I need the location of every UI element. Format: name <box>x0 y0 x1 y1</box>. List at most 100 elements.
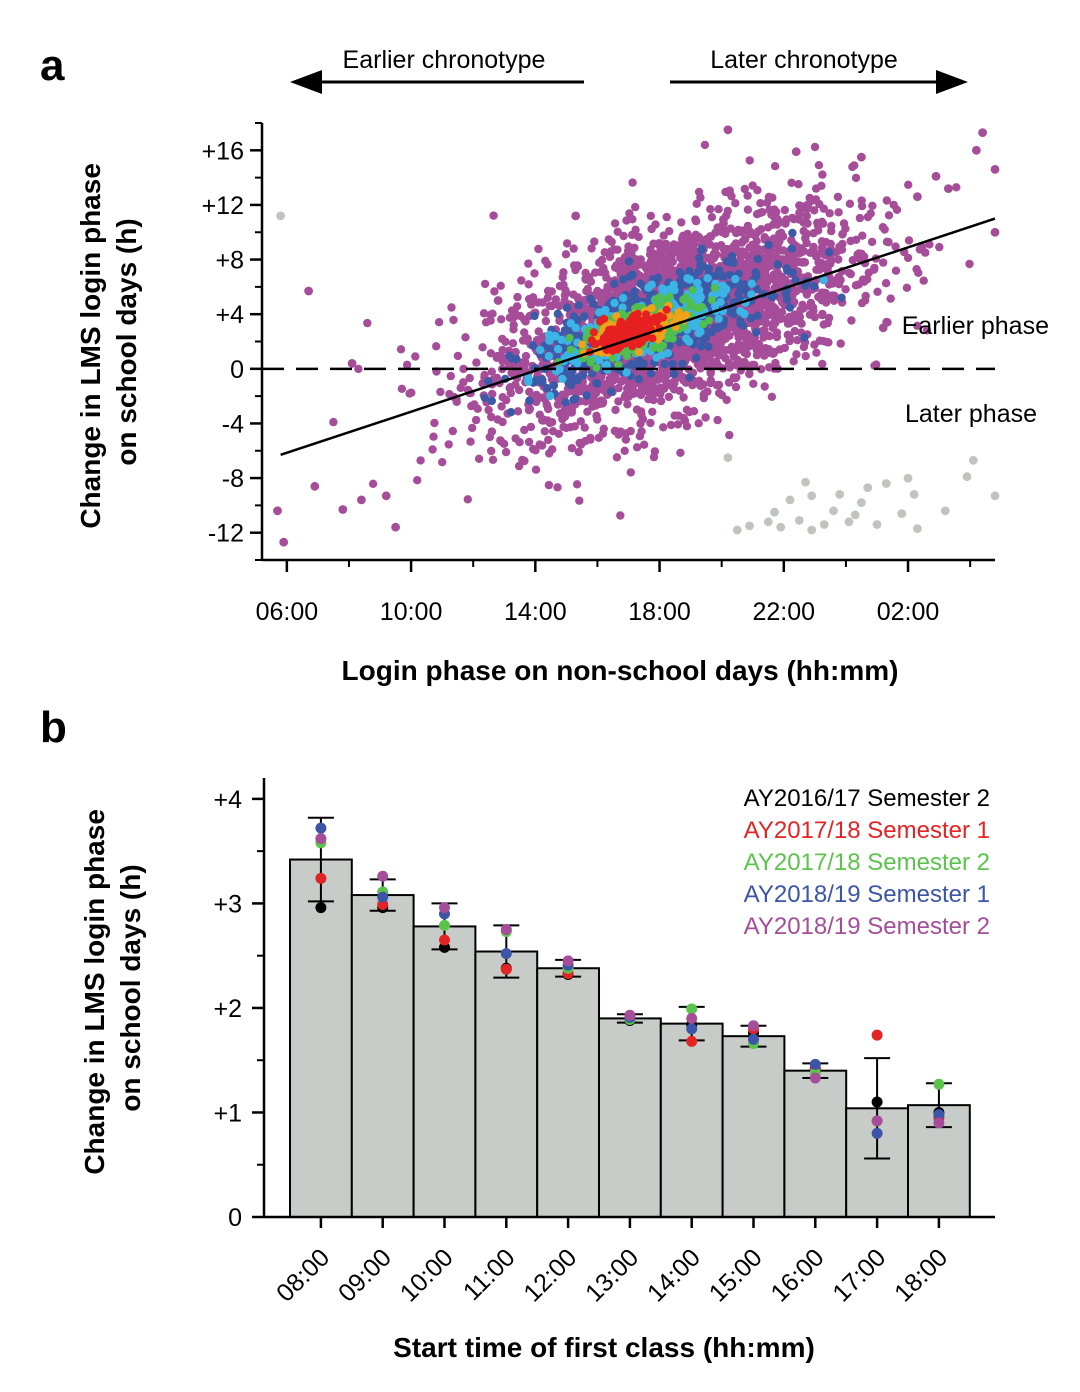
density-point <box>596 317 604 326</box>
density-point <box>600 294 609 303</box>
density-point <box>544 404 553 414</box>
density-point <box>545 391 555 401</box>
density-point <box>497 402 506 411</box>
bar <box>721 1035 786 1219</box>
density-point <box>762 198 772 207</box>
density-point <box>727 192 736 201</box>
density-point <box>329 417 338 427</box>
density-point <box>729 352 738 361</box>
scatter-point <box>273 506 282 516</box>
density-point <box>520 456 529 466</box>
density-point <box>952 183 961 192</box>
x-tick-label: 14:00 <box>642 1243 706 1307</box>
density-point <box>598 399 607 408</box>
density-point <box>620 446 629 455</box>
density-point <box>965 259 974 269</box>
density-point <box>587 356 596 365</box>
density-point <box>561 398 570 407</box>
density-point <box>731 382 741 392</box>
density-point <box>771 269 780 279</box>
density-point <box>530 269 539 278</box>
outlier-point <box>857 498 866 507</box>
density-point <box>736 260 746 269</box>
density-point <box>743 191 752 200</box>
density-point <box>555 316 564 325</box>
density-point <box>513 407 523 416</box>
density-point <box>826 259 835 268</box>
bar <box>350 894 415 1218</box>
outlier-point <box>881 479 891 488</box>
density-point <box>497 315 506 324</box>
density-point <box>512 302 522 311</box>
semester-point <box>933 1078 945 1090</box>
later-chronotype-label: Later chronotype <box>710 46 898 74</box>
density-point <box>818 310 827 320</box>
density-point <box>544 480 554 490</box>
density-point <box>872 360 881 369</box>
density-point <box>756 199 765 208</box>
density-point <box>682 422 692 431</box>
density-point <box>587 244 596 253</box>
density-point <box>699 320 708 329</box>
density-point <box>651 220 660 229</box>
density-point <box>785 332 794 342</box>
density-point <box>825 248 834 257</box>
y-tick-label: -8 <box>222 465 244 493</box>
density-point <box>632 443 642 452</box>
density-point <box>742 349 751 359</box>
density-point <box>628 342 637 351</box>
density-point <box>607 237 616 247</box>
density-point <box>731 199 740 208</box>
density-point <box>479 309 489 318</box>
density-point <box>616 511 625 520</box>
density-point <box>734 333 743 342</box>
density-point <box>834 255 843 264</box>
density-point <box>799 342 809 352</box>
density-point <box>396 345 406 354</box>
density-point <box>752 285 762 294</box>
density-point <box>762 301 771 310</box>
y-tick-label: +1 <box>213 1099 242 1127</box>
density-point <box>646 211 655 221</box>
density-point <box>465 373 474 383</box>
density-point <box>935 242 944 252</box>
density-point <box>712 380 721 390</box>
density-point <box>553 483 562 492</box>
density-point <box>696 260 705 270</box>
density-point <box>463 495 472 504</box>
density-point <box>694 376 704 385</box>
density-point <box>665 227 674 236</box>
density-point <box>684 337 694 346</box>
density-point <box>873 287 882 296</box>
density-point <box>797 204 807 213</box>
density-point <box>429 432 438 441</box>
x-tick-label: 12:00 <box>518 1243 582 1307</box>
density-point <box>747 260 756 269</box>
density-point <box>834 208 843 217</box>
density-point <box>613 343 622 352</box>
density-point <box>836 339 845 348</box>
density-point <box>488 455 498 464</box>
density-point <box>921 248 930 257</box>
density-point <box>434 318 444 327</box>
panel-a-label: a <box>40 41 65 90</box>
density-point <box>515 385 524 395</box>
legend-entry: AY2016/17 Semester 2 <box>744 785 990 812</box>
density-point <box>736 307 745 316</box>
density-point <box>447 303 456 312</box>
semester-point <box>686 1003 698 1015</box>
density-point <box>913 321 922 330</box>
density-point <box>574 447 583 457</box>
density-point <box>785 319 794 328</box>
density-point <box>880 225 889 234</box>
scatter-point <box>978 128 987 138</box>
density-point <box>518 358 528 367</box>
density-point <box>750 241 759 250</box>
density-point <box>741 265 751 275</box>
density-point <box>612 312 621 321</box>
density-point <box>474 454 484 463</box>
density-point <box>602 273 611 282</box>
density-point <box>847 316 856 325</box>
density-point <box>719 219 728 228</box>
density-point <box>721 226 730 235</box>
